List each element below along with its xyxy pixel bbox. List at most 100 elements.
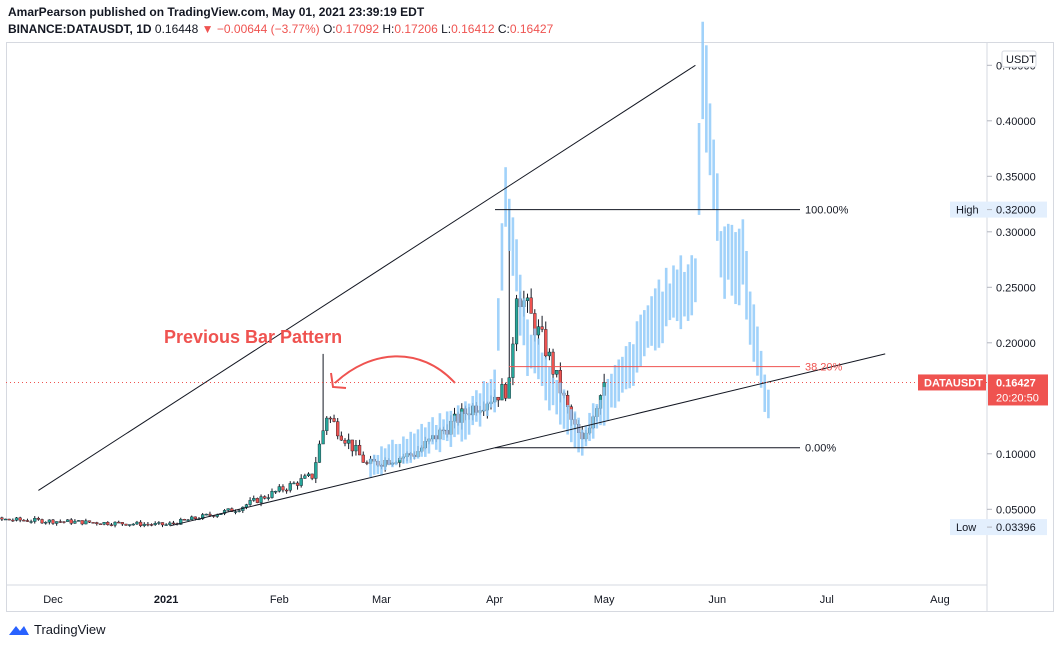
projection-bar bbox=[540, 352, 544, 386]
candle-body bbox=[11, 519, 15, 522]
candle-body bbox=[36, 518, 40, 520]
candle-body bbox=[204, 513, 208, 516]
candle-body bbox=[124, 523, 128, 526]
open-value: 0.17092 bbox=[335, 22, 380, 36]
candle-body bbox=[547, 351, 551, 357]
open-label: O: bbox=[322, 22, 336, 36]
drawings-layer: 100.00% 38.20% 0.00% bbox=[38, 64, 886, 527]
candle-body bbox=[62, 521, 66, 523]
candle-body bbox=[270, 491, 274, 498]
projection-bar bbox=[624, 346, 628, 390]
candle-body bbox=[44, 522, 48, 524]
candle-body bbox=[171, 522, 176, 525]
candle-body bbox=[350, 439, 354, 452]
candle-body bbox=[128, 524, 132, 526]
projection-bar bbox=[646, 305, 650, 348]
chart-panel[interactable] bbox=[6, 42, 1054, 612]
projection-bar bbox=[424, 427, 427, 457]
time-tick-label: May bbox=[594, 594, 615, 606]
candle-body bbox=[551, 351, 555, 375]
projection-bar bbox=[708, 103, 712, 176]
candle-body bbox=[142, 523, 146, 526]
candle-body bbox=[138, 521, 143, 526]
candle-body bbox=[201, 514, 205, 520]
price-tick-label: 0.30000 bbox=[996, 227, 1036, 239]
projection-bar bbox=[756, 326, 759, 376]
projection-bar bbox=[686, 264, 690, 321]
candle-body bbox=[252, 498, 256, 501]
projection-bar bbox=[690, 255, 694, 316]
candle-body bbox=[274, 490, 278, 493]
projection-bar bbox=[529, 334, 533, 369]
tradingview-logo-icon bbox=[9, 625, 29, 635]
candle-body bbox=[504, 384, 508, 399]
price-change: −0.00644 (−3.77%) bbox=[216, 22, 320, 36]
low-label-text: Low bbox=[956, 522, 976, 534]
projection-bar bbox=[672, 265, 675, 318]
axes-layer: 0.450000.400000.350000.300000.250000.200… bbox=[6, 50, 1048, 606]
projection-bar bbox=[602, 387, 606, 426]
candle-body bbox=[135, 521, 139, 525]
lower-trendline bbox=[169, 353, 886, 527]
candle-body bbox=[303, 475, 307, 479]
projection-bar bbox=[759, 350, 763, 388]
projection-bar bbox=[467, 403, 471, 435]
time-tick-label: Apr bbox=[486, 594, 503, 606]
candle-body bbox=[120, 522, 124, 525]
projection-bar bbox=[763, 374, 767, 412]
projection-bar bbox=[518, 274, 522, 336]
projection-bar bbox=[507, 198, 511, 251]
candle-body bbox=[3, 518, 8, 521]
candle-body bbox=[0, 517, 4, 520]
projection-bar bbox=[613, 364, 617, 408]
projection-bar bbox=[664, 267, 668, 327]
down-triangle-icon: ▼ bbox=[201, 22, 214, 36]
projection-bar bbox=[650, 296, 653, 346]
projection-bar bbox=[548, 366, 551, 411]
tradingview-logo[interactable]: TradingView bbox=[8, 622, 106, 637]
candle-body bbox=[317, 443, 322, 463]
candle-body bbox=[164, 524, 168, 526]
projection-bar bbox=[697, 123, 701, 215]
candles-layer bbox=[0, 209, 606, 528]
projection-bar bbox=[737, 228, 741, 306]
candle-body bbox=[321, 430, 325, 445]
projection-bar bbox=[544, 357, 548, 401]
projection-bar bbox=[577, 417, 580, 453]
candle-body bbox=[248, 500, 252, 505]
time-tick-label: Mar bbox=[372, 594, 391, 606]
projection-bar bbox=[537, 338, 540, 380]
projection-bar bbox=[668, 283, 672, 321]
projection-bar bbox=[635, 321, 639, 373]
projection-bar bbox=[533, 328, 537, 374]
last-price: 0.16448 bbox=[154, 22, 199, 36]
projection-bar bbox=[716, 173, 719, 241]
projection-bar bbox=[730, 224, 734, 296]
time-tick-label: Dec bbox=[43, 594, 63, 606]
close-label: C: bbox=[497, 22, 510, 36]
projection-bar bbox=[748, 291, 752, 345]
projection-bar bbox=[475, 390, 478, 422]
projection-bar bbox=[719, 231, 723, 278]
candle-body bbox=[157, 522, 161, 524]
price-tick-label: 0.40000 bbox=[996, 116, 1036, 128]
candle-body bbox=[288, 483, 292, 491]
projection-bar bbox=[741, 219, 745, 285]
candle-body bbox=[281, 486, 285, 491]
projection-bar bbox=[405, 438, 409, 464]
projection-bar bbox=[497, 298, 500, 351]
projection-bar bbox=[555, 379, 558, 415]
projection-bar bbox=[653, 288, 657, 351]
price-tick-label: 0.10000 bbox=[996, 449, 1036, 461]
projection-bar bbox=[683, 271, 686, 317]
candle-body bbox=[84, 520, 88, 525]
projection-bar bbox=[752, 304, 756, 362]
projection-bar bbox=[460, 411, 464, 442]
candle-body bbox=[25, 520, 30, 522]
projection-bar bbox=[573, 411, 577, 448]
projection-bar bbox=[767, 389, 770, 419]
author-name: AmarPearson published on TradingView.com… bbox=[8, 5, 425, 19]
candle-body bbox=[29, 521, 33, 523]
candle-body bbox=[347, 439, 351, 444]
